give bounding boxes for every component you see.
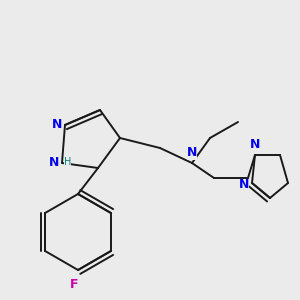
Text: N: N	[52, 118, 62, 131]
Text: H: H	[64, 157, 71, 167]
Text: N: N	[239, 178, 249, 191]
Text: N: N	[187, 146, 197, 160]
Text: F: F	[70, 278, 78, 290]
Text: N: N	[49, 157, 59, 169]
Text: N: N	[250, 139, 260, 152]
